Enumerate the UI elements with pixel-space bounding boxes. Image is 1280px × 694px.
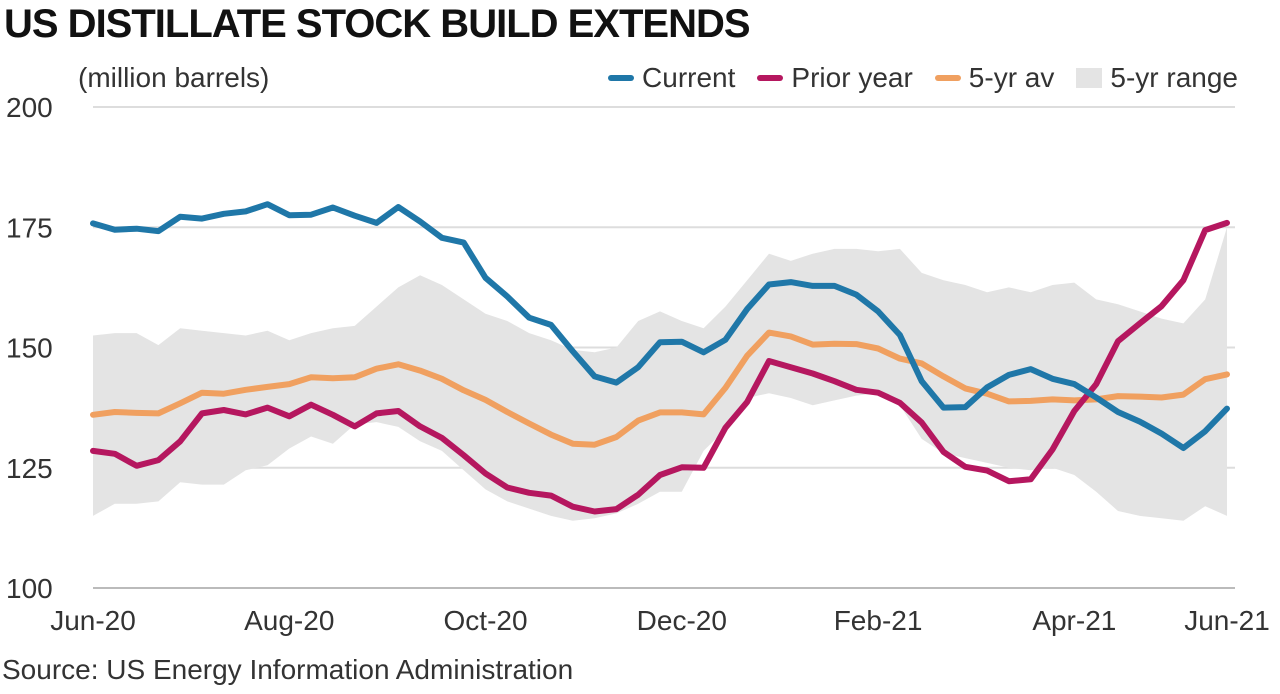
legend-label-current: Current <box>642 62 736 93</box>
y-tick-label-125: 125 <box>6 453 53 484</box>
series-prior-year-line <box>90 219 1230 515</box>
y-tick-label-200: 200 <box>6 92 53 123</box>
x-tick-labels: Jun-20 Aug-20 Oct-20 Dec-20 Feb-21 Apr-21 Jun-… <box>50 605 1270 636</box>
x-tick-label-oct-20: Oct-20 <box>444 605 528 636</box>
legend-item-5yr-range: 5-yr range <box>1076 62 1238 94</box>
x-tick-label-dec-20: Dec-20 <box>637 605 727 636</box>
y-tick-labels: 100 125 150 175 200 <box>6 92 53 604</box>
series-lines <box>90 201 1230 515</box>
y-tick-label-175: 175 <box>6 212 53 243</box>
legend-label-5yr-avg: 5-yr av <box>968 62 1055 93</box>
legend-swatch-prior-year <box>757 75 784 81</box>
x-tick-label-aug-20: Aug-20 <box>244 605 334 636</box>
source-note: Source: US Energy Information Administra… <box>2 654 574 685</box>
legend: Current Prior year 5-yr av 5-yr range <box>608 62 1238 94</box>
y-tick-label-100: 100 <box>6 573 53 604</box>
y-axis-unit-label: (million barrels) <box>78 62 270 93</box>
legend-item-current: Current <box>608 62 735 94</box>
legend-item-prior-year: Prior year <box>757 62 913 94</box>
x-tick-label-feb-21: Feb-21 <box>834 605 923 636</box>
legend-item-5yr-avg: 5-yr av <box>934 62 1055 94</box>
series-5yr-avg-line <box>90 329 1230 448</box>
legend-swatch-current <box>608 75 635 81</box>
legend-swatch-5yr-range <box>1076 68 1103 88</box>
legend-swatch-5yr-avg <box>934 75 961 81</box>
series-current-line <box>90 201 1230 451</box>
legend-label-5yr-range: 5-yr range <box>1110 62 1238 93</box>
y-tick-label-150: 150 <box>6 333 53 364</box>
x-tick-label-jun-20: Jun-20 <box>50 605 136 636</box>
x-tick-label-jun-21: Jun-21 <box>1184 605 1270 636</box>
x-tick-label-apr-21: Apr-21 <box>1032 605 1116 636</box>
legend-label-prior-year: Prior year <box>791 62 913 93</box>
chart-title: US DISTILLATE STOCK BUILD EXTENDS <box>4 2 751 46</box>
